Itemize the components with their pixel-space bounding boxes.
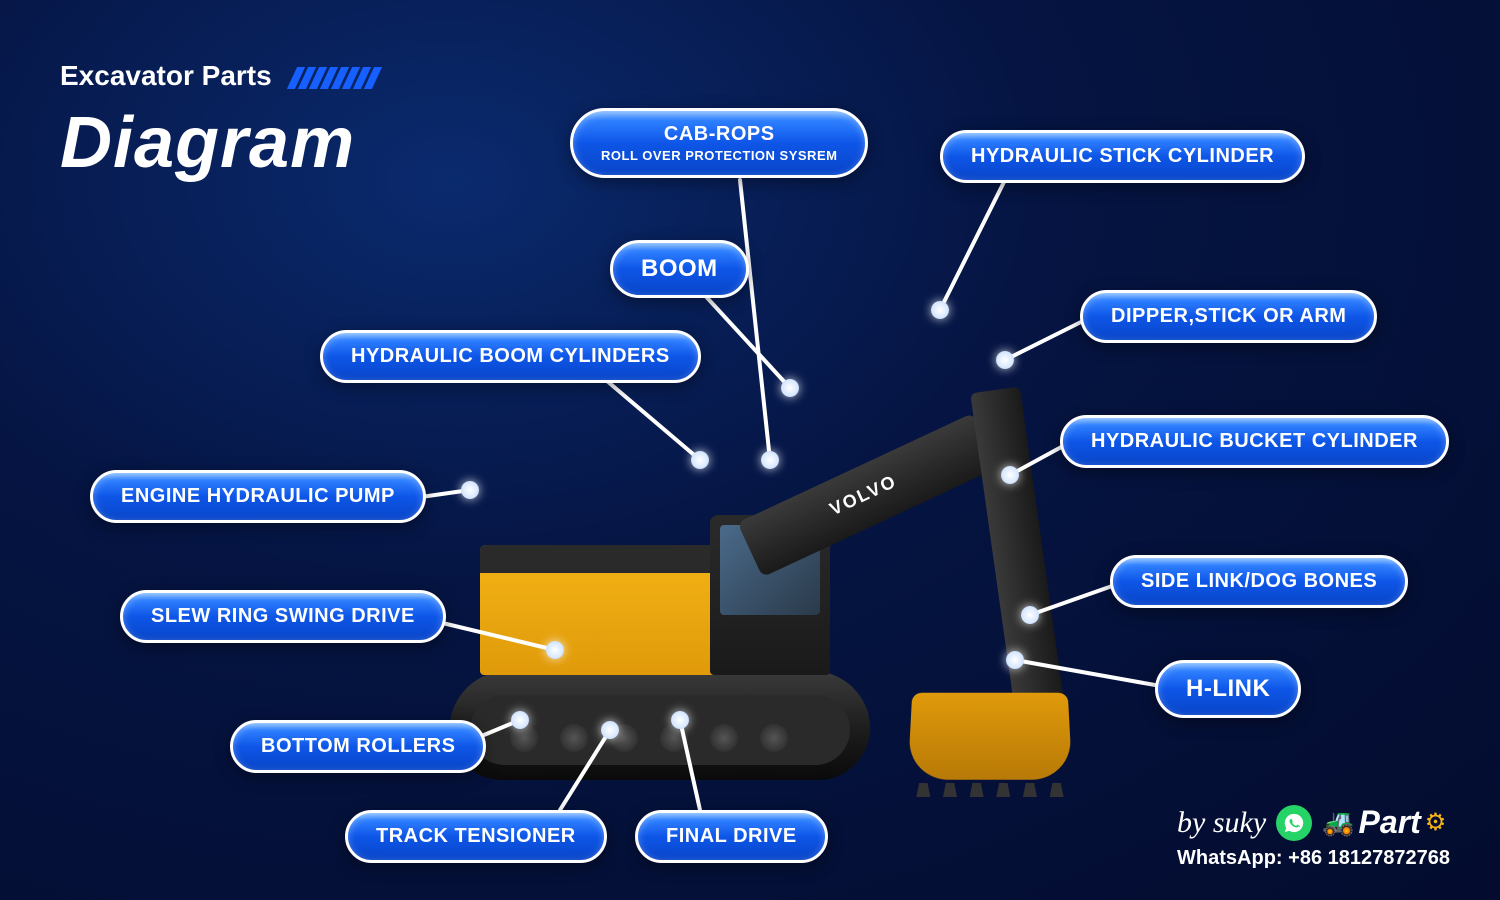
track-roller bbox=[760, 724, 788, 752]
label-main-text: DIPPER,STICK OR ARM bbox=[1111, 305, 1346, 328]
marker-slew-ring-swing-drive bbox=[546, 641, 564, 659]
label-main-text: FINAL DRIVE bbox=[666, 825, 797, 848]
connector-line bbox=[940, 180, 1005, 310]
footer-byline: by suky bbox=[1177, 806, 1266, 840]
header-title: Diagram bbox=[60, 102, 380, 184]
label-main-text: HYDRAULIC BOOM CYLINDERS bbox=[351, 345, 670, 368]
label-h-link: H-LINK bbox=[1155, 660, 1301, 718]
marker-hydraulic-bucket-cylinder bbox=[1001, 466, 1019, 484]
whatsapp-icon bbox=[1276, 805, 1312, 841]
track-roller bbox=[510, 724, 538, 752]
connector-line bbox=[700, 290, 790, 388]
label-main-text: CAB-ROPS bbox=[601, 123, 837, 146]
marker-side-link-dog-bones bbox=[1021, 606, 1039, 624]
bucket-teeth bbox=[910, 783, 1070, 795]
label-side-link-dog-bones: SIDE LINK/DOG BONES bbox=[1110, 555, 1408, 608]
label-hydraulic-boom-cylinders: HYDRAULIC BOOM CYLINDERS bbox=[320, 330, 701, 383]
gear-icon: ⚙ bbox=[1425, 808, 1447, 837]
header: Excavator Parts Diagram bbox=[60, 60, 380, 184]
label-main-text: H-LINK bbox=[1186, 675, 1270, 703]
label-hydraulic-stick-cylinder: HYDRAULIC STICK CYLINDER bbox=[940, 130, 1305, 183]
label-main-text: SLEW RING SWING DRIVE bbox=[151, 605, 415, 628]
bucket bbox=[890, 670, 1090, 790]
boom: VOLVO bbox=[737, 413, 998, 577]
label-main-text: TRACK TENSIONER bbox=[376, 825, 576, 848]
marker-bottom-rollers bbox=[511, 711, 529, 729]
part-logo-text: Part bbox=[1359, 804, 1421, 841]
marker-boom bbox=[781, 379, 799, 397]
label-dipper-stick-arm: DIPPER,STICK OR ARM bbox=[1080, 290, 1377, 343]
bucket-body bbox=[908, 693, 1073, 780]
marker-engine-hydraulic-pump bbox=[461, 481, 479, 499]
label-engine-hydraulic-pump: ENGINE HYDRAULIC PUMP bbox=[90, 470, 426, 523]
label-cab-rops: CAB-ROPS ROLL OVER PROTECTION SYSREM bbox=[570, 108, 868, 178]
label-main-text: HYDRAULIC BUCKET CYLINDER bbox=[1091, 430, 1418, 453]
marker-hydraulic-stick-cylinder bbox=[931, 301, 949, 319]
label-hydraulic-bucket-cylinder: HYDRAULIC BUCKET CYLINDER bbox=[1060, 415, 1449, 468]
marker-dipper-stick-arm bbox=[996, 351, 1014, 369]
track-roller bbox=[660, 724, 688, 752]
header-stripes bbox=[292, 67, 380, 94]
marker-h-link bbox=[1006, 651, 1024, 669]
marker-final-drive bbox=[671, 711, 689, 729]
brand-label: VOLVO bbox=[826, 471, 900, 520]
label-slew-ring-swing-drive: SLEW RING SWING DRIVE bbox=[120, 590, 446, 643]
excavator-mini-icon: 🚜 bbox=[1322, 807, 1354, 838]
footer-top: by suky 🚜 Part ⚙ bbox=[1177, 804, 1450, 841]
label-main-text: SIDE LINK/DOG BONES bbox=[1141, 570, 1377, 593]
label-bottom-rollers: BOTTOM ROLLERS bbox=[230, 720, 486, 773]
label-track-tensioner: TRACK TENSIONER bbox=[345, 810, 607, 863]
track-roller bbox=[560, 724, 588, 752]
contact-label: WhatsApp: bbox=[1177, 847, 1283, 869]
header-subtitle: Excavator Parts bbox=[60, 60, 272, 92]
connector-line bbox=[1005, 320, 1085, 360]
contact-value: +86 18127872768 bbox=[1288, 847, 1450, 869]
label-sub-text: ROLL OVER PROTECTION SYSREM bbox=[601, 148, 837, 163]
excavator-illustration: VOLVO bbox=[440, 380, 1060, 800]
footer-contact: WhatsApp: +86 18127872768 bbox=[1177, 847, 1450, 870]
label-main-text: ENGINE HYDRAULIC PUMP bbox=[121, 485, 395, 508]
marker-hydraulic-boom-cylinders bbox=[691, 451, 709, 469]
track-roller bbox=[710, 724, 738, 752]
label-final-drive: FINAL DRIVE bbox=[635, 810, 828, 863]
marker-track-tensioner bbox=[601, 721, 619, 739]
marker-cab-rops bbox=[761, 451, 779, 469]
label-boom: BOOM bbox=[610, 240, 749, 298]
part-logo: 🚜 Part ⚙ bbox=[1322, 804, 1446, 841]
footer: by suky 🚜 Part ⚙ WhatsApp: +86 181278727… bbox=[1177, 804, 1450, 870]
label-main-text: BOTTOM ROLLERS bbox=[261, 735, 455, 758]
label-main-text: BOOM bbox=[641, 255, 718, 283]
label-main-text: HYDRAULIC STICK CYLINDER bbox=[971, 145, 1274, 168]
